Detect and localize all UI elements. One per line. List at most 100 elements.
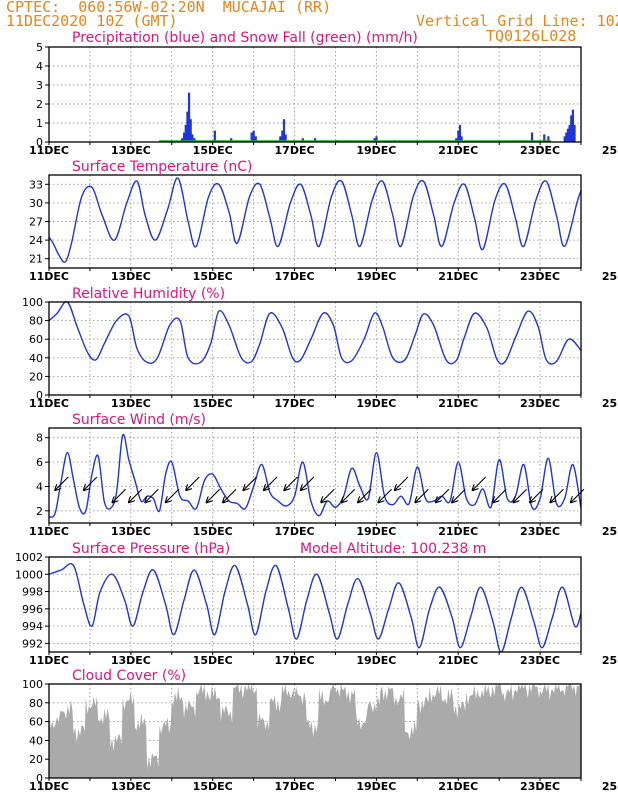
y-tick-label: 27 <box>29 216 43 229</box>
y-tick-label: 4 <box>36 60 43 73</box>
precip-bar <box>570 115 573 142</box>
precip-bar <box>543 134 546 142</box>
x-tick-label: 25DEC <box>602 144 618 157</box>
y-tick-label: 21 <box>29 253 43 266</box>
wind-direction-arrow <box>84 476 98 490</box>
precip-bar <box>314 138 317 142</box>
y-tick-label: 33 <box>29 178 43 191</box>
precip-bar <box>571 109 575 142</box>
x-tick-label: 23DEC <box>520 654 560 667</box>
x-tick-label: 15DEC <box>193 397 233 410</box>
x-tick-label: 25DEC <box>602 525 618 538</box>
x-tick-label: 25DEC <box>602 397 618 410</box>
series-line <box>48 177 582 263</box>
precip-bar <box>181 138 184 142</box>
y-tick-label: 5 <box>36 41 43 54</box>
x-tick-label: 23DEC <box>520 525 560 538</box>
wind-direction-arrow <box>223 488 237 502</box>
precip-bar <box>213 130 216 142</box>
x-tick-label: 15DEC <box>193 525 233 538</box>
y-tick-label: 4 <box>36 480 43 493</box>
series-line <box>48 300 582 365</box>
panel-1 <box>45 174 582 271</box>
wind-direction-arrow <box>244 476 257 490</box>
y-tick-label: 100 <box>22 678 43 691</box>
precip-bar <box>279 136 282 142</box>
panel-frame <box>48 301 582 396</box>
x-tick-label: 15DEC <box>193 780 233 793</box>
panel-title: Cloud Cover (%) <box>72 668 186 684</box>
precip-bar <box>184 124 187 142</box>
coordinates: 060:56W-02:20N <box>78 0 205 16</box>
x-tick-label: 23DEC <box>520 270 560 283</box>
x-tick-label: 23DEC <box>520 144 560 157</box>
x-tick-label: 11DEC <box>29 397 69 410</box>
wind-direction-arrow <box>207 488 221 502</box>
x-tick-label: 13DEC <box>111 780 151 793</box>
panel-frame <box>48 46 582 143</box>
wind-direction-arrow <box>493 488 507 502</box>
x-tick-label: 19DEC <box>356 525 396 538</box>
panel-title: Surface Pressure (hPa) <box>72 541 230 557</box>
precip-bar <box>183 132 186 142</box>
wind-direction-arrow <box>358 488 372 502</box>
y-tick-label: 2 <box>36 98 43 111</box>
x-tick-label: 19DEC <box>356 270 396 283</box>
y-tick-label: 3 <box>36 79 43 92</box>
wind-direction-arrow <box>145 488 159 502</box>
wind-direction-arrow <box>264 476 278 490</box>
precip-bar <box>547 136 550 142</box>
wind-direction-arrow <box>415 488 429 502</box>
wind-direction-arrow <box>452 488 466 502</box>
precip-bar <box>187 92 191 142</box>
wind-direction-arrow <box>55 476 69 490</box>
x-tick-label: 13DEC <box>111 654 151 667</box>
y-tick-label: 994 <box>22 620 43 633</box>
x-tick-label: 13DEC <box>111 397 151 410</box>
x-tick-label: 21DEC <box>438 780 478 793</box>
x-tick-label: 17DEC <box>275 270 315 283</box>
panel-title: Surface Temperature (nC) <box>72 159 253 175</box>
panel-title: Relative Humidity (%) <box>72 286 225 302</box>
x-tick-label: 17DEC <box>275 780 315 793</box>
y-tick-label: 80 <box>29 315 43 328</box>
x-tick-label: 25DEC <box>602 270 618 283</box>
x-tick-label: 17DEC <box>275 654 315 667</box>
wind-direction-arrow <box>395 476 409 490</box>
y-tick-label: 60 <box>29 333 43 346</box>
y-tick-label: 6 <box>36 456 43 469</box>
panel-0 <box>45 46 582 145</box>
source-label: CPTEC: <box>6 0 61 16</box>
wind-direction-arrow <box>301 476 315 490</box>
wind-direction-arrow <box>571 488 585 502</box>
precip-bar <box>282 119 286 142</box>
wind-direction-arrow <box>530 488 544 502</box>
wind-direction-arrow <box>473 476 487 490</box>
x-tick-label: 21DEC <box>438 270 478 283</box>
x-tick-label: 15DEC <box>193 144 233 157</box>
series-line <box>48 562 582 653</box>
precip-bar <box>375 136 378 142</box>
precip-bar <box>457 130 460 142</box>
x-tick-label: 11DEC <box>29 654 69 667</box>
panel-subtitle: Model Altitude: 100.238 m <box>300 541 486 557</box>
x-tick-label: 19DEC <box>356 780 396 793</box>
x-tick-label: 11DEC <box>29 780 69 793</box>
precip-bar <box>566 128 570 142</box>
wind-direction-arrow <box>321 488 335 502</box>
wind-direction-arrow <box>166 488 180 502</box>
precip-bar <box>565 132 568 142</box>
panel-title: Surface Wind (m/s) <box>72 412 206 428</box>
x-tick-label: 21DEC <box>438 397 478 410</box>
precip-bar <box>460 136 463 142</box>
precip-bar <box>193 138 196 142</box>
x-tick-label: 13DEC <box>111 144 151 157</box>
precip-bar <box>189 119 192 142</box>
x-tick-label: 11DEC <box>29 525 69 538</box>
y-tick-label: 20 <box>29 370 43 383</box>
precip-bar <box>455 138 458 142</box>
x-tick-label: 25DEC <box>602 654 618 667</box>
precip-bar <box>254 136 257 142</box>
panel-frame <box>48 683 582 779</box>
y-tick-label: 2 <box>36 505 43 518</box>
